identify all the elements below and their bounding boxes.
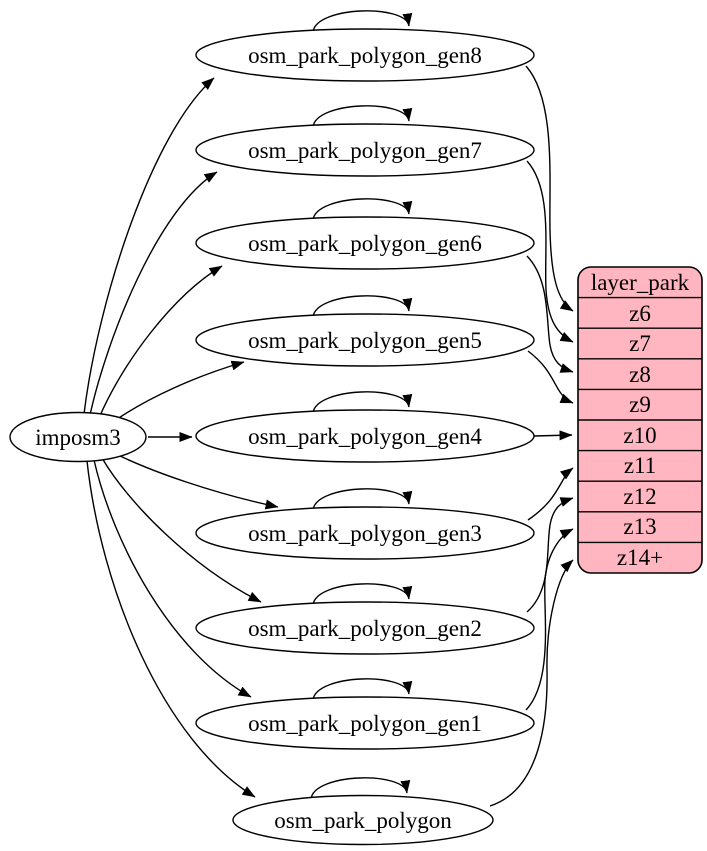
node-osm-park-polygon: osm_park_polygon	[232, 794, 494, 846]
park-label: osm_park_polygon	[274, 808, 452, 833]
edge-gen4-z10	[533, 430, 573, 441]
self-loop-gen5	[312, 295, 413, 318]
node-osm-park-polygon-gen1: osm_park_polygon_gen1	[195, 696, 535, 750]
self-loop-gen7	[312, 105, 413, 128]
gen1-label: osm_park_polygon_gen1	[248, 711, 482, 736]
gen3-ellipse	[195, 506, 535, 560]
gen7-label: osm_park_polygon_gen7	[248, 138, 482, 163]
gen2-label: osm_park_polygon_gen2	[248, 616, 482, 641]
node-osm-park-polygon-gen6: osm_park_polygon_gen6	[195, 216, 535, 270]
layer-park-row-z13: z13	[623, 514, 656, 539]
edge-imposm3-gen7	[89, 171, 218, 416]
node-layer-park: layer_park z6 z7 z8 z9 z10 z11 z12 z13 z…	[577, 266, 703, 574]
gen5-ellipse	[195, 313, 535, 367]
layer-park-row-z6: z6	[629, 301, 651, 326]
gen6-ellipse	[195, 216, 535, 270]
node-osm-park-polygon-gen8: osm_park_polygon_gen8	[195, 28, 535, 82]
edge-imposm3-gen2	[101, 457, 262, 603]
edge-gen8-z6	[525, 65, 574, 312]
node-osm-park-polygon-gen4: osm_park_polygon_gen4	[195, 409, 535, 463]
edge-gen7-z7	[526, 160, 574, 343]
imposm3-label: imposm3	[35, 425, 121, 450]
park-ellipse	[232, 794, 494, 846]
edge-gen5-z9	[527, 350, 574, 404]
layer-park-row-z12: z12	[623, 484, 656, 509]
edge-imposm3-gen5	[112, 360, 245, 423]
edge-imposm3-park	[86, 460, 256, 798]
gen8-ellipse	[195, 28, 535, 82]
node-osm-park-polygon-gen7: osm_park_polygon_gen7	[195, 123, 535, 177]
self-loop-edges	[310, 10, 413, 800]
gen2-ellipse	[195, 601, 535, 655]
layer-park-row-z11: z11	[624, 453, 656, 478]
gen4-ellipse	[195, 409, 535, 463]
node-osm-park-polygon-gen5: osm_park_polygon_gen5	[195, 313, 535, 367]
layer-park-title: layer_park	[591, 270, 690, 295]
edge-gen2-z12	[526, 497, 574, 613]
imposm3-ellipse	[9, 411, 147, 463]
gen3-label: osm_park_polygon_gen3	[248, 521, 482, 546]
gen4-label: osm_park_polygon_gen4	[248, 424, 482, 449]
gen6-label: osm_park_polygon_gen6	[248, 231, 482, 256]
self-loop-gen2	[312, 583, 413, 606]
edge-imposm3-gen1	[93, 459, 252, 698]
edge-gen1-z13	[525, 528, 574, 711]
self-loop-gen4	[312, 391, 413, 414]
edge-park-z14	[489, 559, 574, 807]
layer-park-row-z14: z14+	[617, 545, 663, 570]
node-imposm3: imposm3	[9, 411, 147, 463]
gen5-label: osm_park_polygon_gen5	[248, 328, 482, 353]
self-loop-park	[310, 777, 411, 800]
self-loop-gen8	[312, 10, 413, 33]
edge-gen6-z8	[526, 255, 574, 373]
self-loop-gen1	[312, 678, 413, 701]
layer-park-row-z9: z9	[629, 392, 651, 417]
edge-imposm3-gen8	[83, 77, 215, 415]
self-loop-gen6	[312, 198, 413, 221]
edge-imposm3-gen3	[113, 452, 279, 510]
self-loop-gen3	[312, 488, 413, 511]
node-osm-park-polygon-gen2: osm_park_polygon_gen2	[195, 601, 535, 655]
layer-park-row-z8: z8	[629, 362, 651, 387]
gen7-ellipse	[195, 123, 535, 177]
layer-park-row-z10: z10	[623, 423, 656, 448]
gen1-ellipse	[195, 696, 535, 750]
layer-park-row-z7: z7	[629, 331, 651, 356]
edge-imposm3-gen6	[98, 265, 223, 419]
edge-gen3-z11	[527, 467, 574, 521]
edges-tables-to-layer	[489, 65, 574, 807]
node-osm-park-polygon-gen3: osm_park_polygon_gen3	[195, 506, 535, 560]
edges-source-to-tables	[83, 77, 279, 798]
gen8-label: osm_park_polygon_gen8	[248, 43, 482, 68]
